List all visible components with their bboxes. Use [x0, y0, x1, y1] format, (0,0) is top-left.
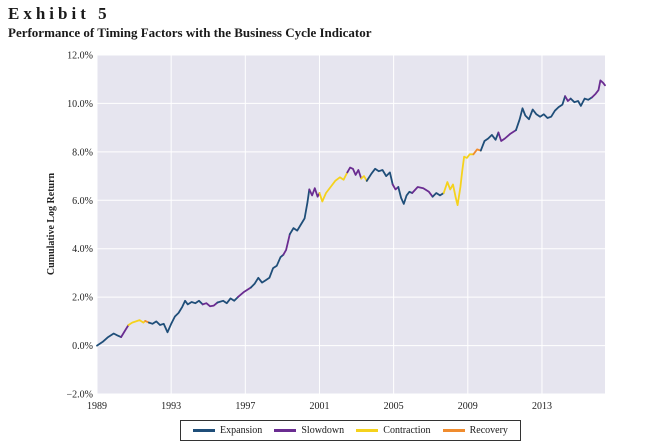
- series-segment-expansion: [569, 96, 593, 107]
- series-segment-slowdown: [497, 129, 517, 142]
- x-tick-label: 2005: [384, 401, 404, 412]
- x-tick-label: 2013: [532, 401, 552, 412]
- series-segment-contraction: [127, 319, 147, 326]
- legend-item-slowdown: Slowdown: [274, 425, 344, 436]
- y-tick-label: −2.0%: [67, 390, 93, 401]
- exhibit-label: Exhibit 5: [8, 4, 111, 23]
- chart-title: Performance of Timing Factors with the B…: [8, 25, 372, 40]
- series-segment-recovery: [472, 148, 482, 156]
- series-segment-slowdown: [282, 233, 291, 256]
- legend-item-recovery: Recovery: [442, 425, 508, 436]
- x-axis-ticks: 1989 1993 1997 2001 2005 2009 2013: [87, 401, 552, 412]
- series-segment-expansion: [515, 95, 566, 132]
- x-tick-label: 1997: [235, 401, 255, 412]
- series-segment-expansion: [249, 253, 285, 289]
- legend-swatch-contraction: [356, 429, 379, 432]
- legend-swatch-expansion: [193, 429, 216, 432]
- y-tick-label: 6.0%: [72, 196, 93, 207]
- y-tick-label: 10.0%: [67, 99, 93, 110]
- series-segment-contraction: [318, 171, 349, 203]
- series-segment-slowdown: [411, 186, 434, 198]
- legend: Expansion Slowdown Contraction Recovery: [180, 420, 521, 441]
- y-tick-label: 4.0%: [72, 244, 93, 255]
- series-segment-slowdown: [236, 286, 252, 299]
- series-segment-expansion: [431, 192, 445, 198]
- series-segment-expansion: [216, 296, 239, 305]
- y-axis-ticks: −2.0% 0.0% 2.0% 4.0% 6.0% 8.0% 10.0% 12.0%: [67, 51, 93, 401]
- x-tick-label: 1989: [87, 401, 107, 412]
- series-lines: [96, 79, 606, 347]
- x-tick-label: 2009: [458, 401, 478, 412]
- x-tick-label: 2001: [309, 401, 329, 412]
- plot-area: [97, 55, 605, 394]
- series-segment-expansion: [479, 131, 500, 152]
- series-segment-slowdown: [120, 324, 130, 339]
- y-tick-label: 8.0%: [72, 147, 93, 158]
- series-segment-expansion: [365, 167, 394, 186]
- series-segment-slowdown: [201, 301, 219, 308]
- legend-label-slowdown: Slowdown: [301, 425, 345, 436]
- legend-swatch-recovery: [442, 429, 465, 432]
- series-segment-expansion: [96, 332, 122, 347]
- legend-item-expansion: Expansion: [193, 425, 262, 436]
- series-segment-expansion: [147, 299, 204, 334]
- series-segment-slowdown: [391, 183, 400, 191]
- series-segment-contraction: [442, 153, 475, 207]
- legend-item-contraction: Contraction: [356, 425, 431, 436]
- y-tick-label: 2.0%: [72, 293, 93, 304]
- y-tick-label: 12.0%: [67, 51, 93, 62]
- y-axis-label: Cumulative Log Return: [46, 172, 57, 275]
- legend-label-recovery: Recovery: [469, 425, 508, 436]
- series-segment-slowdown: [564, 95, 572, 102]
- x-tick-label: 1993: [161, 401, 181, 412]
- series-segment-slowdown: [591, 79, 606, 99]
- series-segment-contraction: [360, 175, 368, 182]
- series-segment-slowdown: [346, 166, 363, 180]
- y-tick-label: 0.0%: [72, 341, 93, 352]
- series-segment-slowdown: [308, 187, 321, 198]
- legend-swatch-slowdown: [274, 429, 297, 432]
- gridlines: [96, 54, 605, 395]
- series-segment-expansion: [288, 188, 311, 236]
- legend-label-expansion: Expansion: [220, 425, 263, 436]
- series-segment-expansion: [397, 186, 414, 205]
- legend-label-contraction: Contraction: [383, 425, 431, 436]
